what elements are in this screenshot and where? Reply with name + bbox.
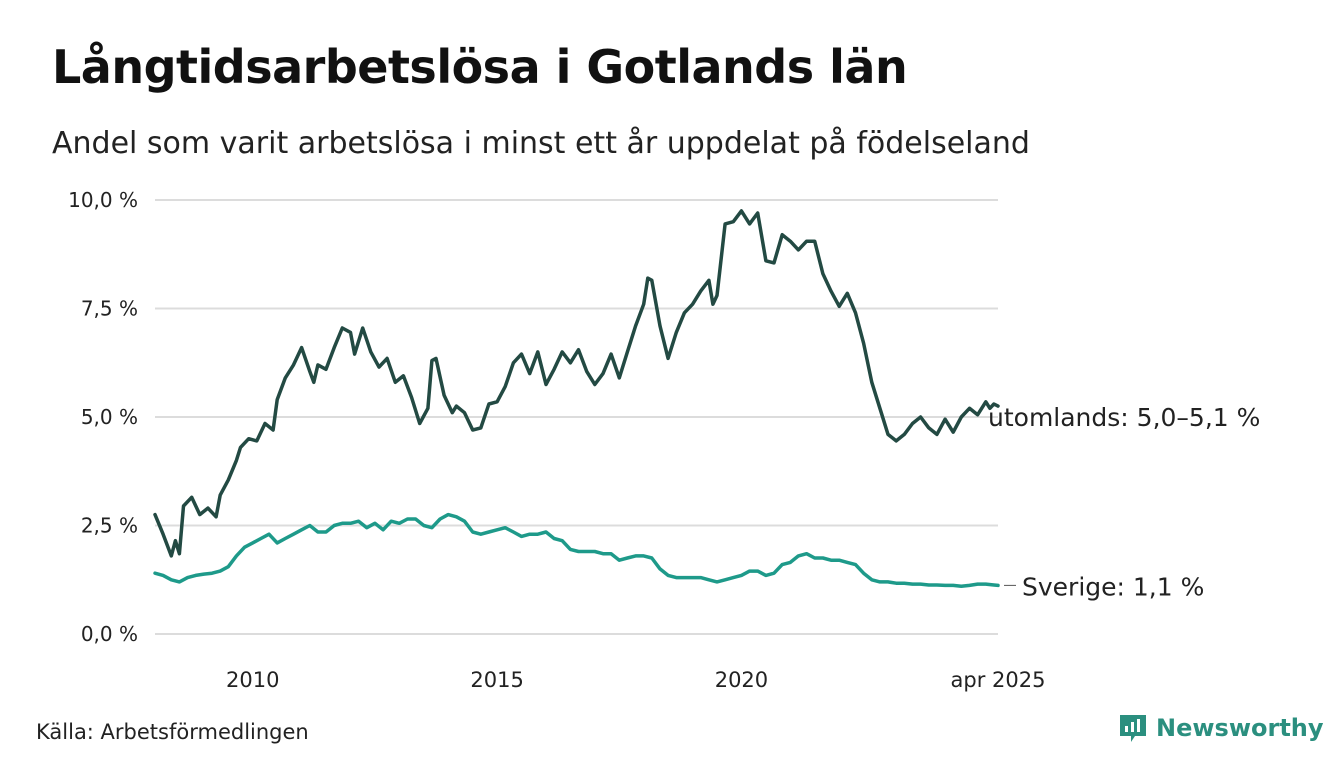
y-tick-label: 2,5 % xyxy=(81,514,138,538)
y-tick-label: 5,0 % xyxy=(81,405,138,429)
series-end-label: utomlands: 5,0–5,1 % xyxy=(988,403,1260,432)
y-tick-label: 0,0 % xyxy=(81,622,138,646)
y-tick-label: 10,0 % xyxy=(68,188,138,212)
brand-name: Newsworthy xyxy=(1156,714,1324,742)
newsworthy-logo-icon xyxy=(1120,715,1146,742)
y-tick-label: 7,5 % xyxy=(81,297,138,321)
gridlines xyxy=(155,199,998,635)
series-end-label: Sverige: 1,1 % xyxy=(1022,572,1204,601)
brand-logo: Newsworthy xyxy=(1118,712,1324,744)
series-line-utomlands xyxy=(153,209,1000,558)
x-tick-label: 2010 xyxy=(226,668,279,692)
x-axis-ticks: 2010 2015 2020 apr 2025 xyxy=(226,668,1045,692)
x-tick-label: apr 2025 xyxy=(951,668,1046,692)
chart-title: Långtidsarbetslösa i Gotlands län xyxy=(52,40,908,94)
series-lines xyxy=(153,209,1000,589)
series-line-sverige xyxy=(153,512,1000,589)
series-end-labels: utomlands: 5,0–5,1 % Sverige: 1,1 % xyxy=(988,403,1260,601)
y-axis-ticks: 0,0 % 2,5 % 5,0 % 7,5 % 10,0 % xyxy=(68,188,138,646)
x-tick-label: 2020 xyxy=(715,668,768,692)
x-tick-label: 2015 xyxy=(470,668,523,692)
chart-subtitle: Andel som varit arbetslösa i minst ett å… xyxy=(52,126,1030,161)
source-note: Källa: Arbetsförmedlingen xyxy=(36,720,309,744)
